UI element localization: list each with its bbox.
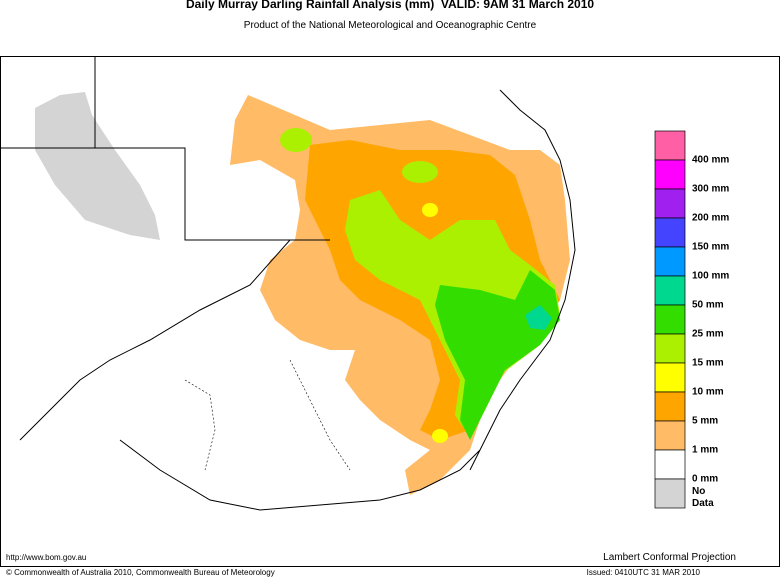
legend-swatch [654, 420, 686, 451]
rain-50mm [525, 305, 552, 330]
legend-label: 25 mm [692, 329, 724, 340]
projection: Lambert Conformal Projection [603, 552, 736, 563]
rain-15mm-pocket [458, 224, 486, 244]
legend-label: 5 mm [692, 416, 718, 427]
legend-swatch [654, 275, 686, 306]
district-lines [184, 359, 351, 471]
url: http://www.bom.gov.au [6, 553, 86, 562]
legend-swatch [654, 246, 686, 277]
legend-label: 300 mm [692, 184, 729, 195]
legend-swatch [654, 362, 686, 393]
rain-15mm-pocket [402, 161, 438, 183]
legend-swatch [654, 449, 686, 480]
legend-label: 200 mm [692, 213, 729, 224]
issued: Issued: 0410UTC 31 MAR 2010 [587, 568, 701, 577]
legend-label: 1 mm [692, 445, 718, 456]
rain-10mm-pocket [422, 203, 438, 217]
rain-15mm-pocket [280, 128, 312, 152]
legend-swatch [654, 333, 686, 364]
boundaries [0, 57, 576, 511]
legend-label: 150 mm [692, 242, 729, 253]
copyright: © Commonwealth of Australia 2010, Common… [6, 568, 275, 577]
rain-10mm-pocket [432, 429, 448, 443]
legend-swatch [654, 304, 686, 335]
map-layer [0, 57, 576, 511]
legend-label: No Data [692, 486, 714, 509]
legend-label: 15 mm [692, 358, 724, 369]
title: Daily Murray Darling Rainfall Analysis (… [186, 0, 594, 11]
legend-swatch [654, 217, 686, 248]
legend-label: 100 mm [692, 271, 729, 282]
legend-swatch [654, 478, 686, 509]
legend-label: 10 mm [692, 387, 724, 398]
legend-swatch [654, 391, 686, 422]
legend: 400 mm 300 mm 200 mm 150 mm 100 mm 50 mm 25 mm… [654, 130, 729, 509]
legend-swatch [654, 130, 686, 161]
legend-label: 400 mm [692, 155, 729, 166]
subtitle: Product of the National Meteorological a… [244, 20, 537, 31]
legend-swatch [654, 159, 686, 190]
legend-label: 0 mm [692, 474, 718, 485]
no-data-area [35, 92, 160, 240]
legend-label: 50 mm [692, 300, 724, 311]
legend-swatch [654, 188, 686, 219]
